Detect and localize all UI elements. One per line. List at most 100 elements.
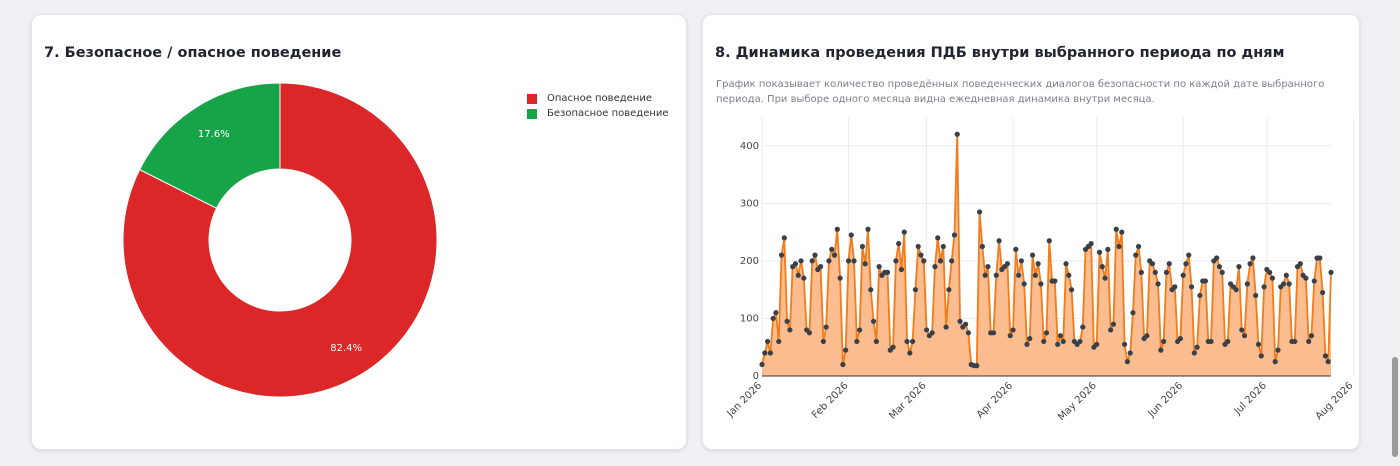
data-point[interactable]	[949, 258, 955, 264]
data-point[interactable]	[1016, 272, 1022, 278]
data-point[interactable]	[809, 258, 815, 264]
data-point[interactable]	[912, 287, 919, 293]
data-point[interactable]	[784, 318, 790, 324]
data-point[interactable]	[993, 272, 999, 278]
data-point[interactable]	[1124, 359, 1130, 365]
data-point[interactable]	[812, 252, 818, 258]
data-point[interactable]	[1135, 243, 1142, 250]
data-point[interactable]	[778, 252, 785, 258]
data-point[interactable]	[826, 258, 832, 264]
data-point[interactable]	[1183, 261, 1189, 267]
legend-item-0[interactable]: Опасное поведение	[527, 91, 669, 106]
data-point[interactable]	[1060, 338, 1066, 345]
data-point[interactable]	[854, 338, 860, 345]
data-point[interactable]	[1219, 269, 1225, 275]
data-point[interactable]	[1303, 275, 1309, 281]
data-point[interactable]	[1158, 347, 1164, 353]
data-point[interactable]	[759, 361, 765, 368]
data-point[interactable]	[979, 243, 985, 250]
data-point[interactable]	[1194, 344, 1200, 350]
data-point[interactable]	[868, 287, 874, 293]
data-point[interactable]	[1105, 246, 1111, 252]
data-point[interactable]	[1328, 269, 1334, 275]
data-point[interactable]	[1269, 275, 1276, 281]
data-point[interactable]	[1306, 338, 1312, 345]
data-point[interactable]	[1010, 327, 1016, 333]
data-point[interactable]	[890, 344, 896, 350]
data-point[interactable]	[1311, 278, 1317, 284]
data-point[interactable]	[840, 361, 846, 368]
data-point[interactable]	[834, 226, 840, 232]
data-point[interactable]	[896, 241, 902, 247]
data-point[interactable]	[893, 258, 899, 264]
page-scrollbar-thumb[interactable]	[1392, 357, 1398, 457]
data-point[interactable]	[1032, 272, 1038, 278]
data-point[interactable]	[1267, 269, 1273, 275]
data-point[interactable]	[1096, 249, 1103, 255]
data-point[interactable]	[1063, 261, 1069, 267]
data-point[interactable]	[1214, 255, 1220, 261]
data-point[interactable]	[884, 269, 891, 275]
data-point[interactable]	[1208, 338, 1214, 345]
data-point[interactable]	[976, 209, 983, 215]
data-point[interactable]	[1024, 341, 1030, 347]
data-point[interactable]	[770, 315, 776, 322]
data-point[interactable]	[921, 258, 927, 264]
data-point[interactable]	[1077, 338, 1083, 345]
data-point[interactable]	[898, 266, 905, 273]
data-point[interactable]	[1292, 338, 1298, 345]
data-point[interactable]	[831, 252, 838, 258]
data-point[interactable]	[876, 264, 882, 270]
data-point[interactable]	[1094, 341, 1100, 347]
data-point[interactable]	[996, 238, 1002, 244]
data-point[interactable]	[1152, 269, 1158, 275]
data-point[interactable]	[1116, 243, 1122, 250]
data-point[interactable]	[787, 327, 793, 333]
donut-chart[interactable]: 82.4% 17.6%	[32, 15, 688, 451]
data-point[interactable]	[1121, 341, 1128, 347]
data-point[interactable]	[795, 272, 801, 278]
page-scrollbar[interactable]	[1390, 0, 1400, 466]
data-point[interactable]	[935, 235, 941, 241]
data-point[interactable]	[848, 232, 854, 238]
data-point[interactable]	[923, 327, 930, 333]
data-point[interactable]	[1127, 350, 1133, 356]
data-point[interactable]	[1099, 264, 1105, 270]
data-point[interactable]	[829, 246, 835, 252]
data-point[interactable]	[817, 264, 824, 270]
data-point[interactable]	[1197, 292, 1203, 299]
data-point[interactable]	[904, 338, 910, 345]
data-point[interactable]	[762, 350, 768, 356]
data-point[interactable]	[1216, 264, 1223, 270]
data-point[interactable]	[1080, 324, 1086, 330]
series-markers[interactable]	[759, 131, 1334, 369]
data-point[interactable]	[776, 338, 782, 345]
data-point[interactable]	[873, 338, 879, 345]
data-point[interactable]	[1180, 272, 1186, 278]
data-point[interactable]	[870, 318, 877, 324]
legend-item-1[interactable]: Безопасное поведение	[527, 106, 669, 121]
data-point[interactable]	[820, 338, 826, 345]
data-point[interactable]	[1325, 359, 1331, 365]
data-point[interactable]	[845, 258, 852, 264]
data-point[interactable]	[954, 131, 960, 137]
data-point[interactable]	[1130, 310, 1136, 316]
data-point[interactable]	[1163, 269, 1170, 275]
data-point[interactable]	[963, 321, 969, 327]
data-point[interactable]	[1069, 287, 1075, 293]
data-point[interactable]	[1258, 353, 1264, 359]
data-point[interactable]	[1027, 335, 1033, 342]
data-point[interactable]	[1308, 333, 1315, 339]
data-point[interactable]	[1057, 333, 1064, 339]
data-point[interactable]	[1172, 284, 1178, 290]
data-point[interactable]	[1144, 333, 1150, 339]
data-point[interactable]	[764, 338, 771, 345]
data-point[interactable]	[1297, 261, 1303, 267]
data-point[interactable]	[1275, 347, 1281, 353]
data-point[interactable]	[767, 350, 773, 356]
data-point[interactable]	[1021, 281, 1027, 287]
data-point[interactable]	[1133, 252, 1139, 258]
data-point[interactable]	[982, 272, 988, 278]
data-point[interactable]	[798, 258, 804, 264]
data-point[interactable]	[1041, 338, 1047, 345]
